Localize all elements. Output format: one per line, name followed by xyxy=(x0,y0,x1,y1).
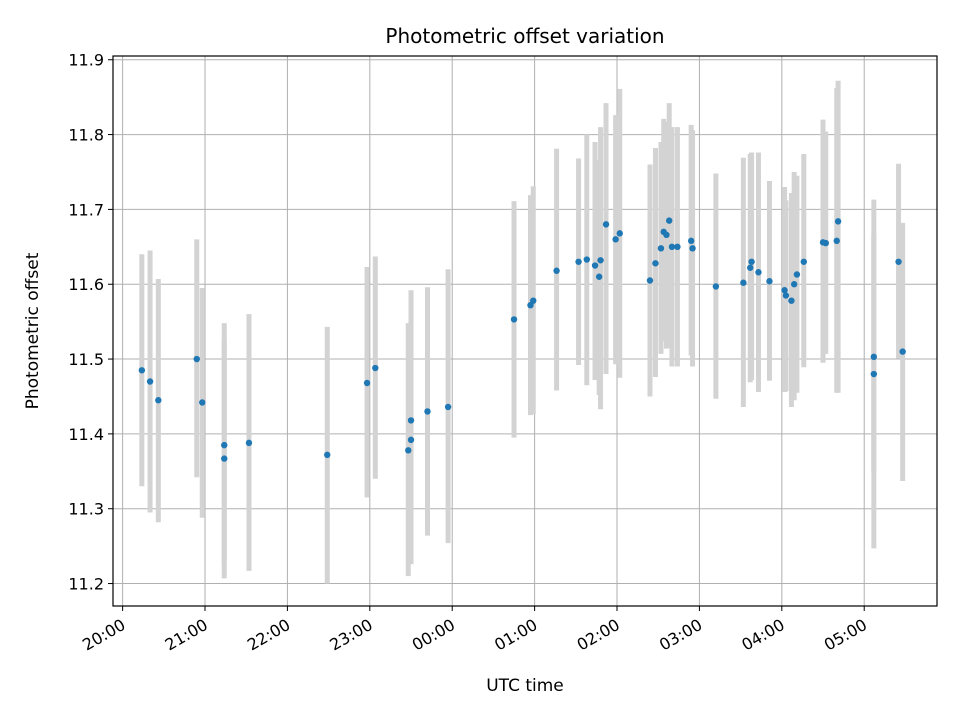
data-point xyxy=(407,417,415,424)
data-point xyxy=(602,221,610,228)
data-point xyxy=(822,239,829,247)
plot-area-frame xyxy=(112,55,938,607)
data-point xyxy=(652,260,659,267)
data-point xyxy=(870,370,878,378)
data-point xyxy=(646,277,654,284)
data-point xyxy=(583,256,590,263)
data-point xyxy=(407,436,415,444)
data-point xyxy=(146,378,154,385)
data-point xyxy=(553,267,560,274)
data-point xyxy=(781,287,788,294)
data-point xyxy=(800,258,807,265)
data-point xyxy=(245,439,253,447)
data-point xyxy=(689,245,696,252)
data-point xyxy=(424,408,431,415)
data-point xyxy=(870,353,878,361)
data-point xyxy=(444,403,452,411)
data-point xyxy=(616,230,623,237)
data-point xyxy=(372,364,379,372)
y-tick-label: 11.3 xyxy=(68,500,104,519)
data-point xyxy=(663,231,670,239)
y-axis-label: Photometric offset xyxy=(23,252,43,409)
data-point xyxy=(782,292,790,299)
data-point xyxy=(510,316,518,323)
y-tick-label: 11.4 xyxy=(68,425,104,444)
data-point xyxy=(193,355,200,363)
y-tick-label: 11.2 xyxy=(68,575,104,594)
data-point xyxy=(755,269,762,276)
data-point xyxy=(221,455,228,462)
data-point xyxy=(747,264,754,271)
data-point xyxy=(740,279,747,286)
data-point xyxy=(612,236,619,243)
chart-title: Photometric offset variation xyxy=(385,24,664,48)
data-point xyxy=(712,283,720,290)
data-point xyxy=(748,258,755,265)
data-point xyxy=(595,273,603,280)
data-point xyxy=(674,243,681,251)
data-point xyxy=(199,399,206,406)
data-point xyxy=(788,297,795,304)
data-point xyxy=(138,367,146,374)
grid xyxy=(113,56,937,606)
data-point xyxy=(155,397,162,404)
data-point xyxy=(530,297,537,304)
data-point xyxy=(591,262,599,269)
data-point xyxy=(793,271,801,278)
y-tick-label: 11.9 xyxy=(68,51,104,70)
data-point xyxy=(833,237,840,245)
y-tick-label: 11.7 xyxy=(68,200,104,219)
data-points xyxy=(138,217,906,462)
data-point xyxy=(363,379,371,387)
data-point xyxy=(221,441,228,449)
x-axis-label: UTC time xyxy=(486,676,564,696)
data-point xyxy=(657,245,665,252)
data-point xyxy=(790,281,798,288)
data-point xyxy=(766,278,773,285)
y-tick-label: 11.6 xyxy=(68,275,104,294)
data-point xyxy=(834,218,842,225)
data-point xyxy=(668,243,676,251)
y-axis-ticks: 11.2 11.3 11.4 11.5 11.6 11.7 11.8 11.9 xyxy=(68,51,113,594)
data-point xyxy=(575,258,582,265)
y-tick-label: 11.5 xyxy=(68,350,104,369)
data-point xyxy=(687,237,695,245)
data-point xyxy=(324,451,331,459)
data-point xyxy=(666,217,673,224)
data-point xyxy=(895,258,902,265)
data-point xyxy=(597,257,604,264)
data-point xyxy=(899,348,906,355)
y-tick-label: 11.8 xyxy=(68,126,104,145)
data-point xyxy=(405,447,412,454)
